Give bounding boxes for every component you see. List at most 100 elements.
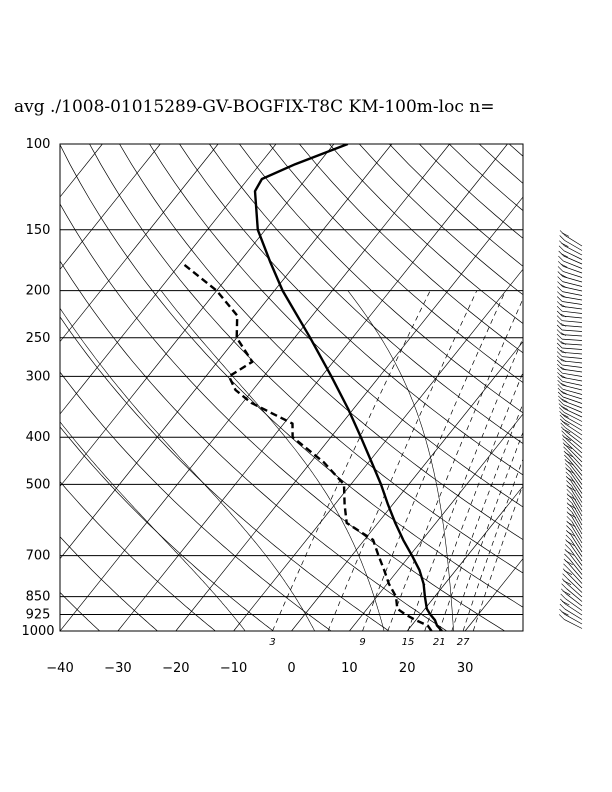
dry-adiabat <box>239 144 523 414</box>
wind-barb <box>566 484 583 508</box>
wind-barb <box>560 426 583 445</box>
wind-barb <box>565 467 583 490</box>
wind-barb <box>557 367 583 377</box>
wind-barb <box>564 454 583 476</box>
wind-barb <box>556 351 583 359</box>
wind-barb <box>556 305 583 314</box>
dry-adiabat <box>179 144 523 476</box>
temperature-label: −10 <box>220 661 247 676</box>
wind-barb <box>562 438 583 458</box>
wind-barb <box>566 480 583 503</box>
wind-barb <box>560 593 583 611</box>
isotherm <box>406 485 523 631</box>
wind-barb <box>564 458 583 481</box>
dry-adiabat <box>60 481 216 631</box>
moist-adiabat <box>60 307 315 631</box>
mixing-ratio-line <box>462 458 523 631</box>
wind-barb <box>558 255 583 269</box>
dry-adiabat <box>599 144 612 641</box>
plot-frame <box>59 143 524 632</box>
wind-barb <box>564 544 583 566</box>
wind-barb <box>565 471 583 494</box>
mixing-ratio-label: 3 <box>269 637 275 648</box>
wind-barb <box>561 434 583 454</box>
wind-barb <box>556 359 583 368</box>
moist-adiabat <box>347 290 454 631</box>
dry-adiabat <box>329 144 523 324</box>
chart-title: avg ./1008-01015289-GV-BOGFIX-T8C KM-100… <box>14 97 495 117</box>
wind-barb <box>562 442 583 463</box>
wind-barb <box>556 338 583 346</box>
isotherm <box>60 144 335 487</box>
pressure-label: 850 <box>26 590 51 605</box>
mixing-ratio-line <box>438 402 523 631</box>
wind-barb <box>559 414 583 431</box>
wind-barb <box>560 588 583 607</box>
isotherm <box>175 196 523 631</box>
wind-barb <box>564 463 583 485</box>
wind-barbs <box>556 230 583 629</box>
wind-barb <box>557 276 583 287</box>
dry-adiabat <box>0 144 52 641</box>
dewpoint-profile <box>180 261 433 631</box>
wind-barb <box>556 320 583 328</box>
isotherm <box>60 144 219 343</box>
dry-adiabat <box>60 203 506 631</box>
isotherm <box>581 144 612 631</box>
wind-barb <box>558 614 583 629</box>
wind-barb <box>566 520 583 544</box>
isotherm <box>349 413 523 631</box>
mixing-ratio-line <box>424 371 523 631</box>
isotherm <box>117 144 508 631</box>
wind-barb <box>556 324 583 332</box>
wind-barb <box>566 497 583 521</box>
wind-barb <box>556 329 583 337</box>
wind-barb <box>556 355 583 364</box>
dry-adiabat <box>508 144 523 157</box>
wind-barb <box>566 493 583 517</box>
mixing-ratio-label: 9 <box>359 637 365 648</box>
wind-barb <box>556 363 583 373</box>
isotherm <box>233 268 523 631</box>
dry-adiabat <box>299 144 523 354</box>
mixing-ratio-labels: 3 9 15 21 27 <box>269 637 470 648</box>
mixing-ratio-line <box>451 431 523 631</box>
dry-adiabat <box>60 144 523 608</box>
dry-adiabat <box>389 144 523 267</box>
wind-barb <box>559 235 583 251</box>
wind-barb <box>557 376 583 386</box>
mixing-ratio-label: 21 <box>433 637 446 648</box>
dry-adiabat <box>60 260 448 631</box>
grid-layer <box>0 144 612 641</box>
pressure-label: 100 <box>26 137 51 152</box>
pressure-label: 300 <box>26 369 51 384</box>
wind-barb <box>563 450 583 472</box>
temperature-label: −30 <box>104 661 131 676</box>
wind-barb <box>560 422 583 440</box>
isotherm <box>60 144 161 270</box>
wind-barb <box>565 539 583 562</box>
wind-barb <box>557 286 583 296</box>
mixing-ratio-line <box>272 290 431 631</box>
wind-barb <box>558 403 583 418</box>
temperature-label: 20 <box>399 661 416 676</box>
temperature-axis: −40 −30 −20 −10 0 10 20 30 <box>46 661 473 676</box>
mixing-ratio-line <box>327 290 478 631</box>
wind-barb <box>558 395 583 409</box>
wind-barb <box>562 568 583 589</box>
wind-barb <box>557 266 583 278</box>
dry-adiabat <box>60 316 390 631</box>
mixing-ratio-label: 27 <box>457 637 470 648</box>
pressure-label: 700 <box>26 549 51 564</box>
pressure-label: 150 <box>26 223 51 238</box>
pressure-label: 925 <box>26 608 51 623</box>
wind-barb <box>566 525 583 548</box>
wind-barb <box>564 548 583 571</box>
wind-barb <box>565 534 583 557</box>
dry-adiabat <box>60 536 159 631</box>
wind-barb <box>557 391 583 404</box>
wind-barb <box>560 418 583 436</box>
moist-adiabat <box>60 421 246 631</box>
dry-adiabat <box>119 144 523 541</box>
